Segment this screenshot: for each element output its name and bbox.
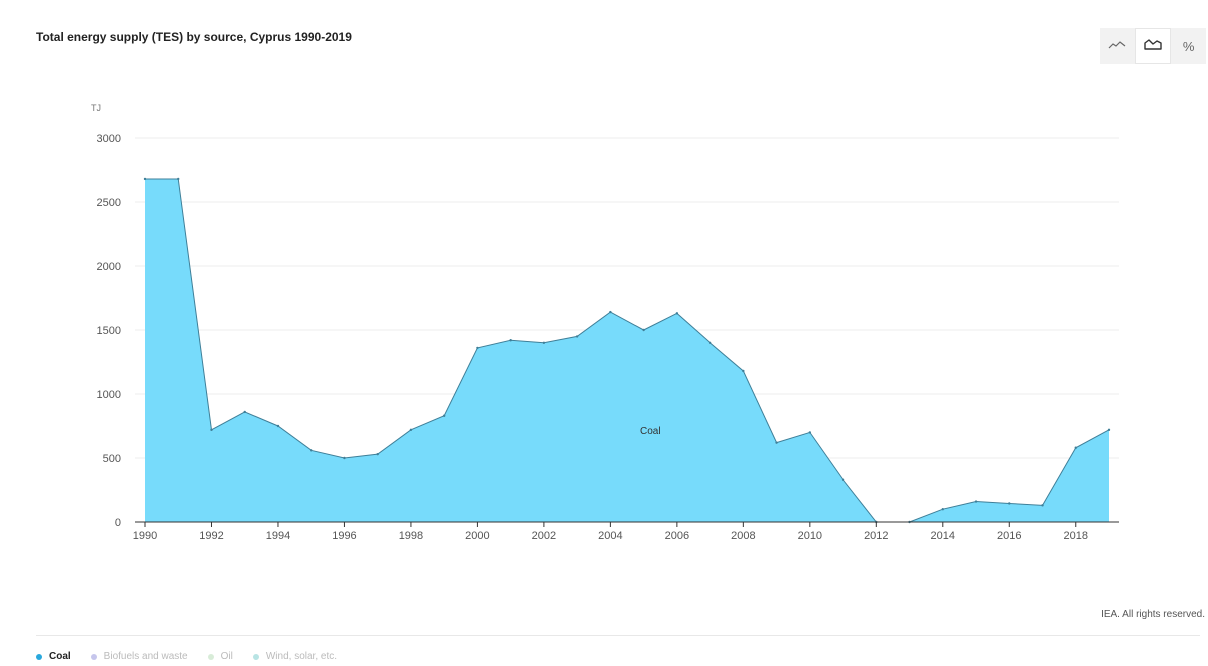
point-coal-2011 xyxy=(841,478,845,481)
x-tick-label-2016: 2016 xyxy=(997,530,1021,542)
point-coal-2006 xyxy=(675,312,679,315)
point-coal-2014 xyxy=(941,508,944,511)
legend-dot-oil xyxy=(207,653,214,660)
legend-item-biofuels-and-waste[interactable]: Biofuels and waste xyxy=(90,651,188,662)
legend-item-oil[interactable]: Oil xyxy=(207,651,233,662)
point-coal-2002 xyxy=(542,341,546,344)
x-tick-label-1996: 1996 xyxy=(332,530,356,542)
point-coal-1992 xyxy=(210,428,213,432)
percent-icon: % xyxy=(1182,38,1195,54)
point-coal-2003 xyxy=(575,335,579,338)
chart-type-toolbar: % xyxy=(1100,28,1206,64)
area-label-coal: Coal xyxy=(640,426,661,437)
x-tick-label-2000: 2000 xyxy=(465,530,489,542)
x-tick-label-2012: 2012 xyxy=(864,530,888,542)
x-tick-label-1990: 1990 xyxy=(133,530,157,542)
point-coal-2005 xyxy=(642,328,645,332)
line-chart-icon xyxy=(1108,37,1126,55)
x-tick-label-2010: 2010 xyxy=(798,530,822,542)
legend-dot-biofuels-and-waste xyxy=(90,653,97,660)
percent-button[interactable]: % xyxy=(1171,28,1206,64)
point-coal-1997 xyxy=(376,452,379,456)
point-coal-2018 xyxy=(1074,446,1077,449)
point-coal-1998 xyxy=(409,428,413,432)
area-chart-button[interactable] xyxy=(1134,28,1172,64)
point-coal-2015 xyxy=(974,500,978,503)
x-tick-label-2002: 2002 xyxy=(532,530,556,542)
y-tick-label-1000: 1000 xyxy=(97,389,121,401)
point-coal-2004 xyxy=(609,310,612,314)
x-tick-label-2014: 2014 xyxy=(931,530,955,542)
y-tick-label-3000: 3000 xyxy=(97,133,121,145)
line-chart-button[interactable] xyxy=(1100,28,1135,64)
area-coal xyxy=(145,178,1109,522)
y-tick-label-2000: 2000 xyxy=(97,261,121,273)
point-coal-1991 xyxy=(177,177,180,181)
point-coal-1994 xyxy=(276,424,280,428)
point-coal-1996 xyxy=(343,456,346,460)
x-tick-label-2018: 2018 xyxy=(1064,530,1088,542)
legend-item-wind-solar[interactable]: Wind, solar, etc. xyxy=(252,651,337,662)
area-chart: 0 500 1000 1500 2000 2500 3000 TJ Coal 1990 1992 19… xyxy=(91,103,1119,542)
legend-item-coal[interactable]: Coal xyxy=(36,651,71,662)
point-coal-2017 xyxy=(1041,504,1044,507)
credit-text: IEA. All rights reserved. xyxy=(1101,609,1205,620)
area-chart-icon xyxy=(1144,37,1162,55)
x-tick-label-1998: 1998 xyxy=(399,530,423,542)
point-coal-1990 xyxy=(143,177,147,181)
point-coal-2000 xyxy=(476,346,479,350)
point-coal-1993 xyxy=(243,410,246,414)
x-tick-label-2004: 2004 xyxy=(598,530,622,542)
point-coal-2008 xyxy=(742,369,745,373)
x-tick-label-1992: 1992 xyxy=(199,530,223,542)
legend: Coal Biofuels and waste Oil Wind, solar,… xyxy=(36,651,357,662)
line-coal xyxy=(145,178,1110,523)
point-coal-2009 xyxy=(775,441,778,444)
x-tick-label-2006: 2006 xyxy=(665,530,689,542)
point-coal-2019 xyxy=(1107,428,1111,432)
legend-divider xyxy=(36,635,1200,636)
point-coal-2007 xyxy=(708,341,712,344)
legend-label-coal: Coal xyxy=(49,651,71,662)
point-coal-2010 xyxy=(808,431,812,434)
point-coal-1995 xyxy=(310,449,313,452)
legend-label-oil: Oil xyxy=(220,651,233,662)
point-coal-2001 xyxy=(509,339,512,342)
y-unit-label: TJ xyxy=(91,103,101,113)
y-tick-label-0: 0 xyxy=(115,517,121,529)
legend-dot-coal xyxy=(36,653,42,660)
x-tick-label-2008: 2008 xyxy=(731,530,755,542)
point-coal-2016 xyxy=(1008,502,1011,505)
x-tick-label-1994: 1994 xyxy=(266,530,290,542)
chart-title: Total energy supply (TES) by source, Cyp… xyxy=(36,30,352,44)
legend-label-wind-solar: Wind, solar, etc. xyxy=(265,651,337,662)
legend-label-biofuels-and-waste: Biofuels and waste xyxy=(103,651,188,662)
point-coal-1999 xyxy=(442,414,446,417)
legend-dot-wind-solar xyxy=(252,653,259,660)
y-tick-label-500: 500 xyxy=(103,453,121,465)
y-tick-label-1500: 1500 xyxy=(97,325,121,337)
y-tick-label-2500: 2500 xyxy=(97,197,121,209)
